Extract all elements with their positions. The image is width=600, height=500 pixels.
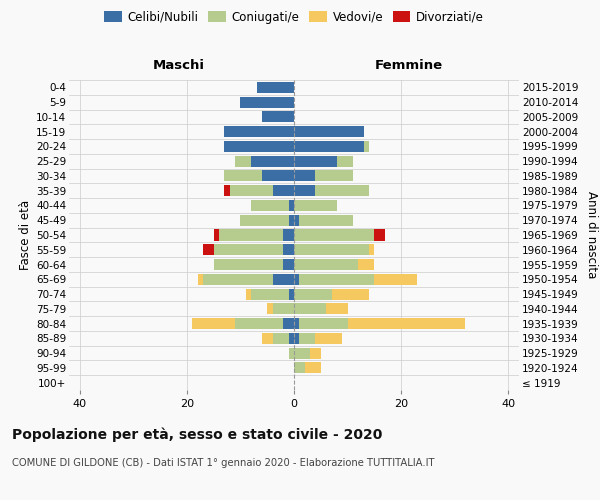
Bar (299, 214, 353, 226)
Bar (316, 333, 342, 344)
Bar (283, 230, 294, 240)
Bar (214, 244, 283, 256)
Bar (251, 156, 294, 166)
Bar (374, 230, 385, 240)
Bar (272, 333, 289, 344)
Bar (294, 244, 369, 256)
Bar (251, 200, 289, 211)
Bar (241, 96, 294, 108)
Bar (214, 259, 283, 270)
Bar (299, 333, 316, 344)
Bar (235, 156, 251, 166)
Bar (305, 362, 321, 374)
Text: COMUNE DI GILDONE (CB) - Dati ISTAT 1° gennaio 2020 - Elaborazione TUTTITALIA.IT: COMUNE DI GILDONE (CB) - Dati ISTAT 1° g… (12, 458, 434, 468)
Legend: Celibi/Nubili, Coniugati/e, Vedovi/e, Divorziati/e: Celibi/Nubili, Coniugati/e, Vedovi/e, Di… (101, 8, 487, 26)
Bar (224, 185, 230, 196)
Text: Femmine: Femmine (374, 59, 443, 72)
Bar (246, 288, 251, 300)
Bar (294, 141, 364, 152)
Bar (364, 141, 369, 152)
Bar (294, 200, 337, 211)
Text: Maschi: Maschi (153, 59, 205, 72)
Bar (294, 318, 299, 329)
Bar (214, 230, 219, 240)
Bar (294, 170, 316, 181)
Bar (235, 318, 283, 329)
Bar (299, 318, 347, 329)
Bar (294, 214, 299, 226)
Bar (316, 185, 369, 196)
Bar (241, 214, 289, 226)
Bar (294, 274, 299, 285)
Bar (294, 348, 310, 358)
Bar (230, 185, 272, 196)
Bar (203, 244, 214, 256)
Bar (224, 141, 294, 152)
Bar (294, 362, 305, 374)
Bar (289, 288, 294, 300)
Bar (294, 230, 374, 240)
Bar (294, 156, 337, 166)
Bar (294, 259, 358, 270)
Bar (289, 348, 294, 358)
Bar (316, 170, 353, 181)
Y-axis label: Fasce di età: Fasce di età (19, 200, 32, 270)
Bar (289, 333, 294, 344)
Bar (224, 170, 262, 181)
Bar (374, 274, 417, 285)
Bar (272, 274, 294, 285)
Bar (294, 126, 364, 137)
Bar (262, 170, 294, 181)
Bar (197, 274, 203, 285)
Bar (289, 214, 294, 226)
Bar (310, 348, 321, 358)
Bar (369, 244, 374, 256)
Bar (283, 318, 294, 329)
Bar (283, 244, 294, 256)
Bar (294, 185, 316, 196)
Bar (294, 288, 331, 300)
Bar (289, 200, 294, 211)
Bar (267, 304, 272, 314)
Bar (257, 82, 294, 93)
Bar (251, 288, 289, 300)
Y-axis label: Anni di nascita: Anni di nascita (585, 192, 598, 278)
Bar (219, 230, 283, 240)
Bar (331, 288, 369, 300)
Bar (299, 274, 374, 285)
Bar (294, 333, 299, 344)
Text: Popolazione per età, sesso e stato civile - 2020: Popolazione per età, sesso e stato civil… (12, 428, 382, 442)
Bar (272, 185, 294, 196)
Bar (262, 333, 272, 344)
Bar (192, 318, 235, 329)
Bar (337, 156, 353, 166)
Bar (283, 259, 294, 270)
Bar (262, 112, 294, 122)
Bar (358, 259, 374, 270)
Bar (203, 274, 272, 285)
Bar (272, 304, 294, 314)
Bar (326, 304, 347, 314)
Bar (224, 126, 294, 137)
Bar (294, 304, 326, 314)
Bar (347, 318, 466, 329)
